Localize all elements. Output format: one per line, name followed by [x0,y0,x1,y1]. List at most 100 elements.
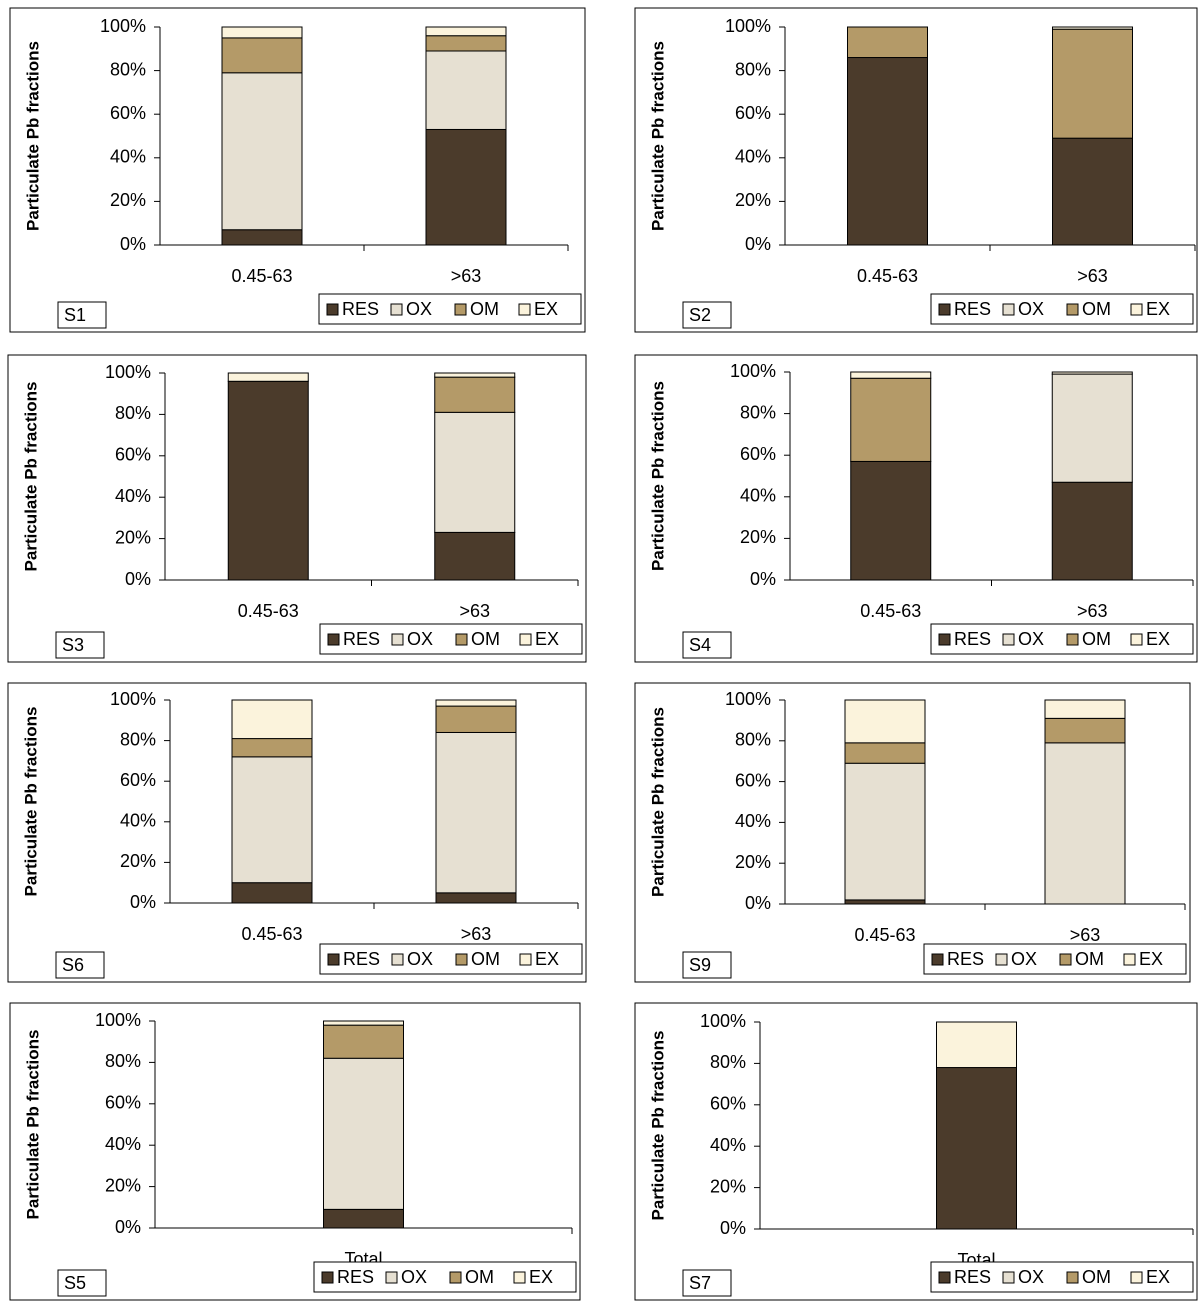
y-tick-label: 80% [115,403,151,423]
bar-segment [435,699,517,707]
y-tick-label: 100% [725,689,771,709]
y-tick-label: 0% [720,1218,746,1238]
sample-label-box [57,301,107,329]
legend-label: RES [343,949,380,969]
legend-swatch [995,953,1008,966]
y-tick-label: 80% [735,730,771,750]
legend-label: RES [954,629,991,649]
bar-segment [844,762,926,901]
x-tick-label: >63 [1077,266,1108,286]
y-tick-label: 40% [115,486,151,506]
bar-segment [844,899,926,905]
bar-segment [425,35,507,52]
legend-box [930,293,1194,325]
panel-frame [9,7,586,333]
legend-label: EX [1146,1267,1170,1287]
legend-swatch [1002,303,1015,316]
y-tick-label: 100% [110,689,156,709]
bar-segment [1044,699,1126,719]
y-tick-label: 40% [110,147,146,167]
bar-segment [1044,717,1126,744]
bar-segment [844,699,926,744]
y-tick-label: 40% [120,811,156,831]
y-tick-label: 60% [710,1094,746,1114]
y-tick-label: 40% [735,147,771,167]
legend-label: OX [401,1267,427,1287]
legend-label: OM [1082,299,1111,319]
legend-swatch [1130,633,1143,646]
legend-swatch [1123,953,1136,966]
bar-segment [936,1067,1017,1230]
legend-swatch [455,633,468,646]
y-tick-label: 100% [725,16,771,36]
y-axis-label: Particulate Pb fractions [648,41,667,231]
y-tick-label: 20% [105,1175,141,1195]
legend-swatch [1130,1271,1143,1284]
legend-label: EX [534,299,558,319]
sample-label: S4 [689,635,711,655]
panel-frame [634,682,1191,983]
legend-label: OM [1082,629,1111,649]
legend-box [319,943,583,975]
y-tick-label: 60% [735,103,771,123]
legend-swatch [1059,953,1072,966]
bar-segment [231,699,313,740]
bar-segment [221,37,303,74]
bar-segment [1052,137,1133,246]
y-tick-label: 80% [740,402,776,422]
y-axis-label: Particulate Pb fractions [648,707,667,897]
bar-segment [1044,742,1126,905]
x-tick-label: 0.45-63 [854,925,915,945]
bar-segment [231,882,313,904]
legend-swatch [938,1271,951,1284]
bar-segment [221,26,303,39]
y-tick-label: 100% [105,362,151,382]
legend-swatch [390,303,403,316]
legend-label: OX [1018,299,1044,319]
y-tick-label: 20% [735,852,771,872]
panel-frame [7,682,587,983]
bar-segment [227,380,309,581]
legend-swatch [938,303,951,316]
bar-segment [434,531,516,581]
legend-swatch [454,303,467,316]
y-tick-label: 0% [120,234,146,254]
legend-label: EX [535,629,559,649]
sample-label: S3 [62,635,84,655]
panel-frame [634,354,1198,663]
bar-segment [434,372,516,378]
legend-label: OX [407,629,433,649]
x-tick-label: >63 [1070,925,1101,945]
legend-box [313,1261,577,1293]
y-tick-label: 60% [740,444,776,464]
legend-swatch [385,1271,398,1284]
y-tick-label: 40% [740,486,776,506]
y-tick-label: 100% [95,1010,141,1030]
y-tick-label: 100% [700,1011,746,1031]
y-tick-label: 40% [710,1135,746,1155]
legend-label: OX [407,949,433,969]
y-tick-label: 0% [745,234,771,254]
y-tick-label: 80% [735,59,771,79]
y-tick-label: 80% [105,1051,141,1071]
y-tick-label: 20% [740,527,776,547]
x-tick-label: >63 [451,266,482,286]
legend-swatch [1002,633,1015,646]
legend-swatch [327,633,340,646]
legend-label: RES [343,629,380,649]
y-tick-label: 40% [735,811,771,831]
sample-label: S5 [64,1273,86,1293]
y-tick-label: 60% [120,770,156,790]
bar-segment [221,72,303,231]
bar-segment [847,26,928,59]
bar-segment [231,738,313,758]
legend-swatch [513,1271,526,1284]
bar-segment [227,372,309,382]
y-axis-label: Particulate Pb fractions [648,1031,667,1221]
y-tick-label: 0% [130,892,156,912]
x-tick-label: >63 [1077,601,1108,621]
y-tick-label: 100% [730,361,776,381]
legend-box [318,293,582,325]
y-axis-label: Particulate Pb fractions [23,41,42,231]
